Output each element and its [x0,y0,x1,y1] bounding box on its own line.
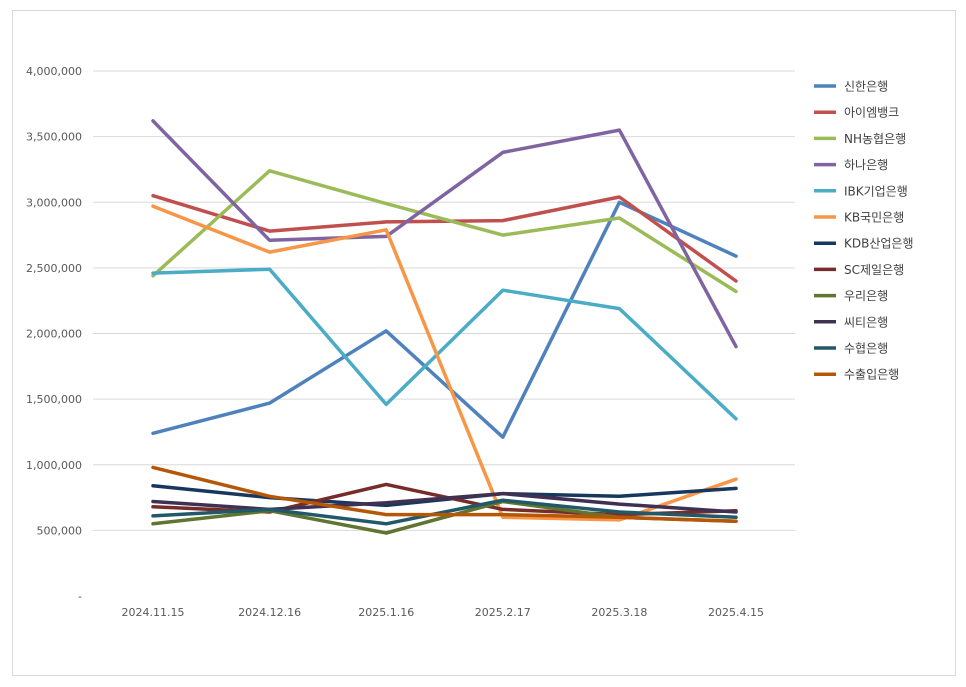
series-line-12 [151,465,738,523]
x-axis: 2024.11.15 2024.12.16 2025.1.16 2025.2.17 20… [122,606,764,619]
series-line-10 [151,491,738,514]
y-tick-label: - [78,590,82,603]
legend-label: 아이엠뱅크 [844,106,899,120]
series-line-6 [151,204,738,522]
y-axis: - 500,000 1,000,000 1,500,000 2,000,000 2,500… [26,65,82,603]
x-tick-label: 2024.11.15 [122,606,185,619]
series-line-2 [151,193,738,283]
y-tick-label: 2,500,000 [26,262,82,275]
x-tick-label: 2025.3.18 [591,606,647,619]
y-tick-label: 4,000,000 [26,65,82,78]
legend-label: NH농협은행 [844,131,906,146]
y-tick-label: 3,000,000 [26,196,82,209]
series-line-3 [151,169,738,294]
y-tick-label: 500,000 [37,524,83,537]
series-lines [151,119,738,535]
x-tick-label: 2025.2.17 [475,606,531,619]
series-line-11 [151,498,738,526]
legend-label: KB국민은행 [844,210,904,225]
legend-label: 하나은행 [844,157,888,172]
chart-frame [12,10,956,676]
legend-label: 수출입은행 [844,367,899,382]
legend-label: SC제일은행 [844,262,904,277]
legend-label: KDB산업은행 [844,236,914,251]
legend-label: 수협은행 [844,341,888,356]
y-tick-label: 3,500,000 [26,131,82,144]
legend-label: 신한은행 [844,79,888,94]
legend-label: IBK기업은행 [844,183,908,198]
x-tick-label: 2025.1.16 [358,606,414,619]
gridlines [93,70,795,531]
y-tick-label: 1,500,000 [26,393,82,406]
y-tick-label: 1,000,000 [26,459,82,472]
legend-label: 씨티은행 [844,314,888,329]
x-tick-label: 2024.12.16 [238,606,301,619]
legend-label: 우리은행 [844,288,888,303]
series-line-4 [151,119,738,349]
series-line-5 [151,267,738,421]
y-tick-label: 2,000,000 [26,328,82,341]
x-tick-label: 2025.4.15 [708,606,764,619]
